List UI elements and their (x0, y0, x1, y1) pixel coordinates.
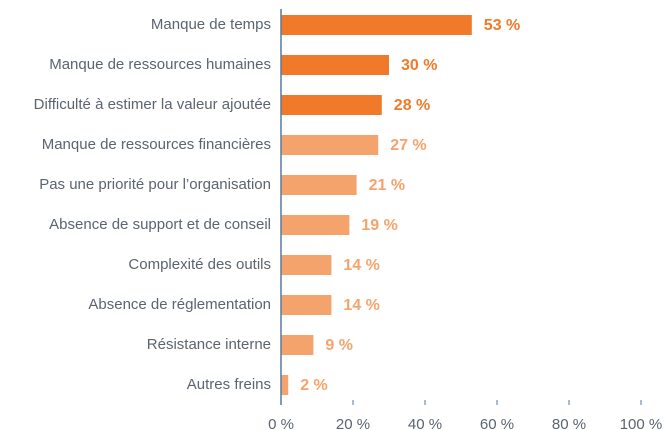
y-tick-label: Difficulté à estimer la valeur ajoutée (34, 96, 271, 113)
x-tick-label: 20 % (336, 416, 370, 430)
value-label: 9 % (325, 337, 353, 354)
value-label: 27 % (390, 137, 426, 154)
bar (281, 55, 389, 75)
y-tick-label: Autres freins (187, 376, 271, 393)
value-label: 2 % (300, 377, 328, 394)
y-tick-label: Absence de réglementation (88, 296, 271, 313)
x-tick-label: 40 % (408, 416, 442, 430)
bar (281, 215, 350, 235)
y-tick-label: Manque de ressources humaines (49, 56, 271, 73)
bar (281, 135, 379, 155)
value-label: 19 % (361, 217, 397, 234)
y-tick-label: Manque de temps (151, 16, 271, 33)
bar (281, 255, 332, 275)
bar (281, 95, 382, 115)
value-label: 14 % (343, 257, 379, 274)
value-label: 21 % (369, 177, 405, 194)
y-tick-label: Complexité des outils (128, 256, 271, 273)
value-label: 30 % (401, 57, 437, 74)
value-label: 53 % (484, 17, 520, 34)
x-tick-label: 0 % (268, 416, 294, 430)
bar (281, 295, 332, 315)
value-label: 28 % (394, 97, 430, 114)
y-tick-label: Absence de support et de conseil (49, 216, 271, 233)
bar (281, 335, 314, 355)
bar (281, 375, 289, 395)
y-tick-label: Manque de ressources financières (42, 136, 271, 153)
bar (281, 175, 357, 195)
bar (281, 15, 472, 35)
x-tick-label: 80 % (552, 416, 586, 430)
x-tick-label: 100 % (620, 416, 663, 430)
value-label: 14 % (343, 297, 379, 314)
y-tick-label: Résistance interne (147, 336, 271, 353)
x-tick-label: 60 % (480, 416, 514, 430)
y-tick-label: Pas une priorité pour l’organisation (39, 176, 271, 193)
